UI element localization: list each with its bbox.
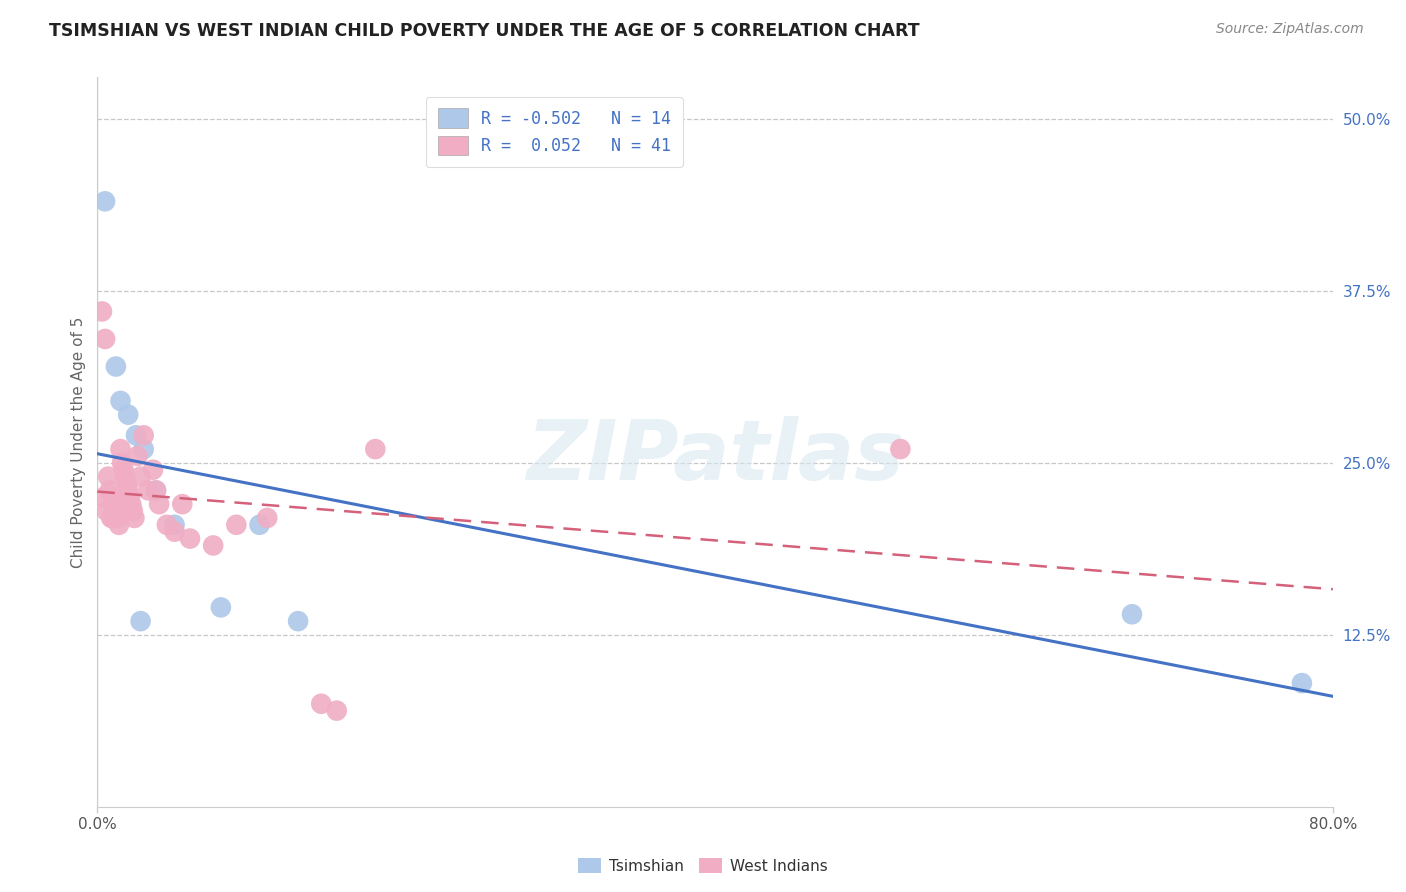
Point (110, 442, 132, 456)
Point (112, 463, 135, 477)
Point (145, 483, 167, 498)
Point (122, 504, 145, 518)
Point (225, 517, 247, 532)
Point (100, 511, 122, 525)
Point (117, 408, 139, 422)
Point (104, 504, 127, 518)
Point (132, 442, 155, 456)
Text: ZIPatlas: ZIPatlas (526, 417, 904, 498)
Point (91, 304, 114, 318)
Point (120, 497, 142, 511)
Point (125, 428, 148, 442)
Point (94, 332, 117, 346)
Point (104, 359, 127, 374)
Point (127, 449, 149, 463)
Point (325, 704, 347, 718)
Point (136, 483, 159, 498)
Point (364, 442, 387, 456)
Point (1291, 676, 1313, 690)
Point (107, 511, 129, 525)
Point (889, 442, 911, 456)
Point (103, 497, 125, 511)
Point (124, 511, 146, 525)
Point (1121, 607, 1143, 622)
Point (94, 194, 117, 209)
Point (98, 483, 121, 498)
Point (148, 497, 170, 511)
Point (129, 469, 152, 483)
Point (163, 524, 186, 539)
Point (163, 517, 186, 532)
Point (115, 476, 138, 491)
Point (202, 538, 225, 552)
Point (156, 517, 179, 532)
Point (111, 456, 134, 470)
Point (118, 490, 141, 504)
Point (101, 511, 124, 525)
Point (110, 393, 132, 408)
Point (101, 490, 124, 504)
Point (132, 428, 155, 442)
Point (114, 469, 136, 483)
Y-axis label: Child Poverty Under the Age of 5: Child Poverty Under the Age of 5 (72, 317, 86, 568)
Point (179, 532, 201, 546)
Point (96, 504, 118, 518)
Point (93, 490, 115, 504)
Point (249, 517, 271, 532)
Point (142, 463, 165, 477)
Point (256, 511, 278, 525)
Legend: R = -0.502   N = 14, R =  0.052   N = 41: R = -0.502 N = 14, R = 0.052 N = 41 (426, 96, 683, 167)
Text: Source: ZipAtlas.com: Source: ZipAtlas.com (1216, 22, 1364, 37)
Point (172, 497, 194, 511)
Point (117, 483, 139, 498)
Legend: Tsimshian, West Indians: Tsimshian, West Indians (572, 852, 834, 880)
Point (145, 483, 167, 498)
Point (108, 517, 131, 532)
Point (97, 469, 120, 483)
Point (287, 614, 309, 628)
Point (209, 600, 232, 615)
Point (311, 697, 333, 711)
Point (129, 614, 152, 628)
Text: TSIMSHIAN VS WEST INDIAN CHILD POVERTY UNDER THE AGE OF 5 CORRELATION CHART: TSIMSHIAN VS WEST INDIAN CHILD POVERTY U… (49, 22, 920, 40)
